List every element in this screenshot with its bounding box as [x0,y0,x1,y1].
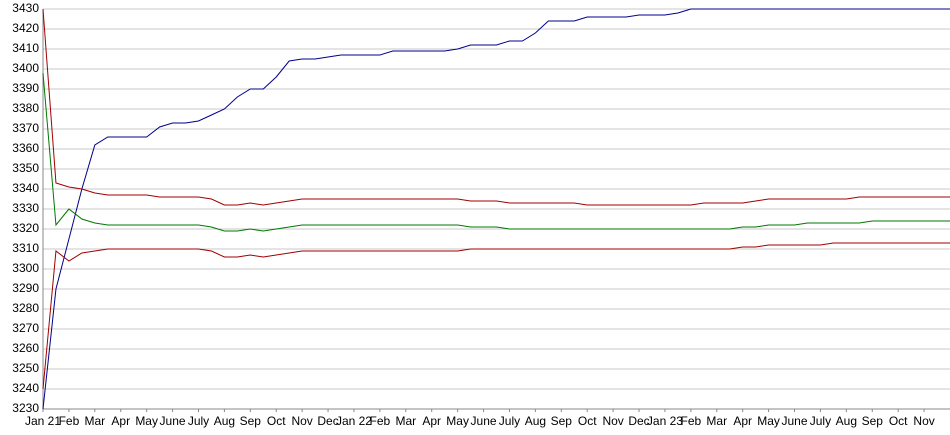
y-tick-label: 3410 [12,41,39,55]
y-tick-label: 3320 [12,221,39,235]
x-tick-label: June [471,414,497,428]
x-tick-label: Nov [913,414,934,428]
x-tick-label: Dec [628,414,649,428]
y-tick-label: 3340 [12,181,39,195]
x-tick-label: Jan 21 [25,414,61,428]
x-tick-label: June [781,414,807,428]
y-tick-label: 3240 [12,381,39,395]
x-tick-label: Nov [602,414,623,428]
y-tick-label: 3380 [12,101,39,115]
x-tick-label: Aug [214,414,235,428]
x-tick-label: Dec [317,414,338,428]
x-tick-label: July [499,414,520,428]
y-tick-label: 3310 [12,241,39,255]
x-tick-label: Feb [59,414,80,428]
x-tick-label: Mar [395,414,416,428]
x-tick-label: May [446,414,469,428]
x-tick-label: Jan 23 [647,414,683,428]
x-tick-label: Aug [836,414,857,428]
x-tick-label: Oct [267,414,286,428]
y-tick-label: 3250 [12,361,39,375]
series-line [42,72,950,232]
x-tick-label: Apr [111,414,130,428]
x-tick-label: Nov [291,414,312,428]
x-tick-label: Mar [84,414,105,428]
series-line [42,8,950,410]
x-tick-label: May [135,414,158,428]
x-tick-label: Sep [551,414,573,428]
x-tick-label: July [810,414,831,428]
y-tick-label: 3270 [12,321,39,335]
y-tick-label: 3350 [12,161,39,175]
y-tick-label: 3280 [12,301,39,315]
y-tick-label: 3290 [12,281,39,295]
x-tick-label: Apr [422,414,441,428]
y-tick-label: 3430 [12,1,39,15]
y-tick-label: 3420 [12,21,39,35]
x-tick-label: July [188,414,209,428]
x-tick-label: June [160,414,186,428]
y-tick-label: 3390 [12,81,39,95]
y-tick-label: 3260 [12,341,39,355]
x-tick-label: Sep [862,414,884,428]
x-tick-label: Oct [578,414,597,428]
x-tick-label: Mar [706,414,727,428]
y-tick-label: 3370 [12,121,39,135]
x-tick-label: Apr [733,414,752,428]
y-tick-label: 3360 [12,141,39,155]
x-tick-label: May [757,414,780,428]
x-tick-label: Oct [889,414,908,428]
y-tick-label: 3300 [12,261,39,275]
x-tick-label: Jan 22 [336,414,372,428]
y-tick-label: 3400 [12,61,39,75]
x-tick-label: Sep [240,414,262,428]
x-tick-label: Feb [681,414,702,428]
y-tick-label: 3330 [12,201,39,215]
series-line [42,8,950,206]
series-line [42,242,950,390]
y-tick-label: 3230 [12,401,39,415]
x-tick-label: Aug [525,414,546,428]
x-tick-label: Feb [370,414,391,428]
